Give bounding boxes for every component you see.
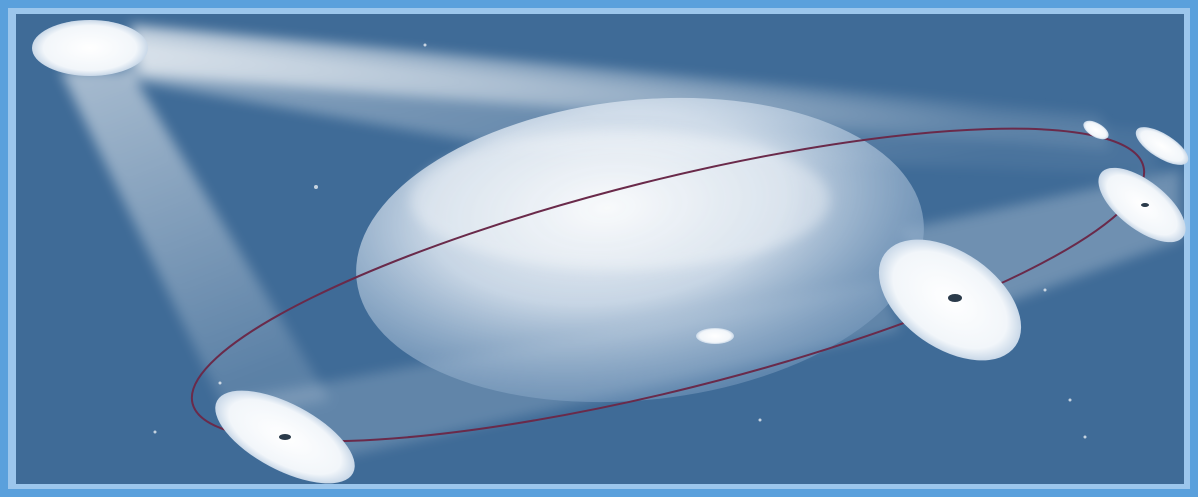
star [1043,288,1047,292]
dish-center [1141,203,1149,207]
reflector-dish [696,328,734,344]
stars [153,43,1087,439]
star [1068,398,1072,402]
orbit [190,127,1146,443]
dish-center [279,434,291,440]
reflector-dish [1135,127,1189,165]
reflector-dish [32,20,148,76]
star [314,185,318,189]
reflector-dish [1083,120,1109,140]
dish-center [948,294,962,302]
star [218,381,222,385]
dish-centers [279,203,1149,440]
star [153,430,157,434]
beam [60,70,330,420]
earth-clouds [410,130,830,270]
star [1083,435,1087,439]
star [423,43,427,47]
star [758,418,762,422]
